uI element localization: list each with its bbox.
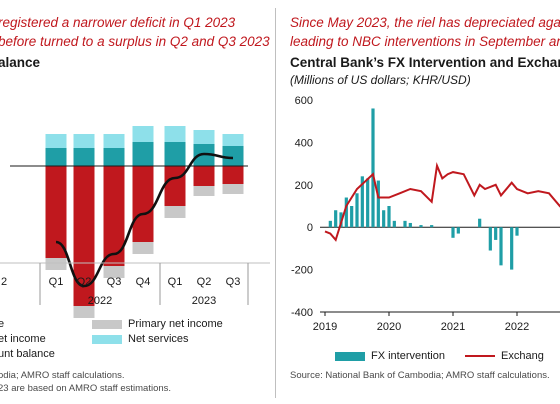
fx-intervention-bar	[334, 210, 338, 228]
right-chart-subtitle: (Millions of US dollars; KHR/USD)	[290, 73, 471, 87]
left-quarter-label: Q2	[77, 276, 92, 288]
right-heading-line-1: Since May 2023, the riel has depreciated…	[290, 15, 560, 30]
fx-intervention-bar	[344, 197, 348, 228]
left-legend-balance: unt balance	[0, 348, 55, 360]
fx-intervention-bar	[430, 225, 434, 228]
right-x-tick-label: 2019	[313, 321, 337, 333]
right-y-tick-label: 200	[295, 180, 313, 192]
left-bar-net-services	[45, 134, 67, 148]
left-quarter-label: Q2	[197, 276, 212, 288]
right-legend-exchange: Exchang	[465, 350, 544, 362]
exchange-rate-swatch	[465, 355, 495, 357]
left-bar-net-services	[222, 134, 244, 146]
fx-intervention-bar	[350, 206, 354, 228]
left-bar-goods	[222, 166, 244, 184]
fx-intervention-bar	[366, 178, 370, 228]
left-bar-goods	[73, 166, 95, 306]
fx-intervention-bar	[403, 220, 407, 228]
current-account-chart: 2 Q1 Q2 Q3 Q4 Q1 Q2 Q3 2022 2023	[0, 126, 270, 318]
right-panel: Since May 2023, the riel has depreciated…	[280, 0, 560, 404]
right-y-tick-label: 400	[295, 137, 313, 149]
left-quarter-label: 2	[1, 276, 7, 288]
fx-intervention-bar	[355, 193, 359, 228]
left-bar-net-services	[193, 130, 215, 144]
left-bar-goods	[103, 166, 125, 266]
fx-intervention-bar	[488, 227, 492, 251]
right-x-tick-label: 2021	[441, 321, 465, 333]
fx-intervention-bar	[451, 227, 455, 238]
net-services-swatch	[92, 334, 122, 344]
left-year-label: 2023	[192, 295, 216, 307]
right-x-tick-label: 2022	[505, 321, 529, 333]
left-bar-secondary-income	[45, 148, 67, 166]
fx-intervention-bar	[328, 220, 332, 228]
right-x-tick-label: 2020	[377, 321, 401, 333]
fx-intervention-bar	[456, 227, 460, 234]
left-chart-title: alance	[0, 55, 41, 70]
right-legend-fx: FX intervention	[335, 350, 445, 362]
left-bar-primary-net-income	[45, 258, 67, 270]
fx-intervention-bar	[515, 227, 519, 236]
left-bar-primary-net-income	[103, 266, 125, 278]
left-bar-goods	[193, 166, 215, 186]
primary-income-swatch	[92, 319, 122, 329]
current-account-balance-line	[55, 152, 234, 288]
left-bar-goods	[132, 166, 154, 242]
left-source-note: odia; AMRO staff calculations.	[0, 370, 125, 381]
left-legend-goods: e	[0, 318, 5, 330]
left-bar-secondary-income	[164, 142, 186, 166]
fx-intervention-bar	[371, 108, 375, 228]
right-heading-line-2: leading to NBC interventions in Septembe…	[290, 34, 560, 49]
left-bar-net-services	[164, 126, 186, 142]
left-quarter-label: Q3	[107, 276, 122, 288]
left-bar-secondary-income	[132, 142, 154, 166]
left-bar-goods	[164, 166, 186, 206]
left-bar-net-services	[132, 126, 154, 142]
fx-intervention-bar	[387, 206, 391, 228]
left-legend-net-services: Net services	[92, 333, 189, 345]
exchange-rate-line	[324, 161, 560, 242]
left-bar-net-services	[103, 134, 125, 148]
left-heading-line-2: before turned to a surplus in Q2 and Q3 …	[0, 34, 270, 49]
fx-intervention-bar	[382, 210, 386, 228]
left-quarter-label: Q1	[168, 276, 183, 288]
left-bar-goods	[45, 166, 67, 258]
left-legend-secondary: et income	[0, 333, 46, 345]
fx-intervention-bar	[392, 220, 396, 228]
left-bar-net-services	[73, 134, 95, 148]
left-bar-secondary-income	[103, 148, 125, 166]
left-bar-primary-net-income	[222, 184, 244, 194]
left-bar-secondary-income	[73, 148, 95, 166]
left-year-label: 2022	[88, 295, 112, 307]
left-estimation-note: 23 are based on AMRO staff estimations.	[0, 383, 172, 394]
right-y-tick-label: 600	[295, 95, 313, 107]
right-y-tick-label: 0	[307, 222, 313, 234]
fx-intervention-bar	[360, 176, 364, 228]
fx-intervention-bar	[376, 180, 380, 228]
left-bar-primary-net-income	[164, 206, 186, 218]
right-y-tick-label: -400	[291, 307, 313, 319]
left-quarter-label: Q4	[136, 276, 151, 288]
left-bar-primary-net-income	[73, 306, 95, 318]
right-y-tick-label: -200	[291, 265, 313, 277]
left-heading-line-1: registered a narrower deficit in Q1 2023	[0, 15, 236, 30]
right-chart-title: Central Bank’s FX Intervention and Excha…	[290, 55, 560, 70]
fx-intervention-bar	[494, 227, 498, 240]
left-bar-primary-net-income	[132, 242, 154, 254]
left-bar-secondary-income	[222, 146, 244, 166]
left-quarter-label: Q1	[49, 276, 64, 288]
left-legend-primary-income: Primary net income	[92, 318, 223, 330]
left-bar-primary-net-income	[193, 186, 215, 196]
left-panel: registered a narrower deficit in Q1 2023…	[0, 0, 270, 404]
right-source-note: Source: National Bank of Cambodia; AMRO …	[290, 370, 550, 381]
fx-intervention-chart: 600 400 200 0 -200 -400 2019 2020 2021 2022	[291, 95, 560, 333]
fx-intervention-bar	[408, 222, 412, 228]
fx-intervention-bar	[510, 227, 514, 270]
fx-intervention-bar	[499, 227, 503, 266]
fx-intervention-bar	[419, 225, 423, 228]
left-quarter-label: Q3	[226, 276, 241, 288]
panel-divider	[275, 8, 276, 398]
fx-intervention-bar	[478, 218, 482, 228]
fx-intervention-swatch	[335, 351, 365, 361]
